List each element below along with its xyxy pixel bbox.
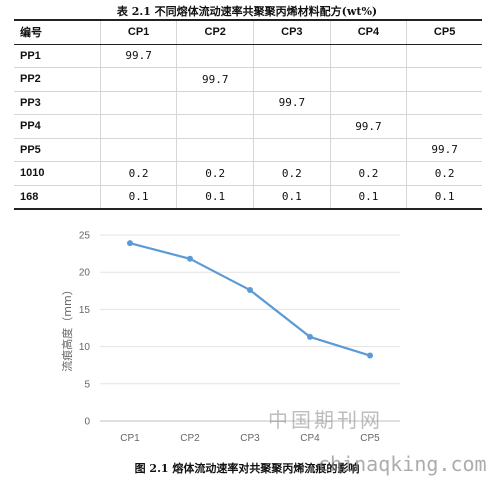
- column-header: CP4: [329, 19, 407, 45]
- table-cell: [253, 44, 331, 68]
- table-cell: [329, 67, 407, 92]
- row-name: PP3: [14, 91, 101, 115]
- formula-table: 编号 CP1 CP2 CP3 CP4 CP5 PP1 99.7 PP2 99.7…: [14, 19, 482, 210]
- table-cell: [406, 91, 482, 115]
- y-tick-label: 20: [79, 268, 91, 279]
- watermark-text: 中国期刊网: [268, 408, 383, 432]
- table-cell: 99.7: [406, 138, 482, 162]
- table-cell: [176, 91, 254, 115]
- data-point: [187, 255, 193, 262]
- x-tick-label: CP5: [360, 433, 380, 444]
- figure-caption: 图 2.1 熔体流动速率对共聚聚丙烯流痕的影响: [134, 462, 360, 475]
- table-cell: [329, 44, 407, 68]
- table-row: PP3 99.7: [14, 91, 482, 115]
- x-tick-label: CP1: [120, 433, 140, 444]
- table-row: 168 0.1 0.1 0.1 0.1 0.1: [14, 185, 482, 210]
- table-cell: [329, 91, 407, 115]
- column-header: CP1: [99, 19, 177, 45]
- table-cell: [406, 114, 482, 139]
- column-header: CP2: [176, 19, 254, 45]
- x-tick-label: CP3: [240, 433, 260, 444]
- line-chart-svg: 0 5 10 15 20 25 CP1 CP2 CP3 CP4 CP5 流痕高度（mm）: [60, 231, 400, 444]
- data-point: [367, 352, 373, 359]
- column-header: 编号: [14, 19, 101, 45]
- table-cell: [176, 138, 254, 162]
- row-name: PP1: [14, 44, 101, 68]
- row-name: PP4: [14, 114, 101, 139]
- table-cell: 99.7: [176, 67, 254, 92]
- table-row: PP4 99.7: [14, 114, 482, 139]
- y-tick-label: 0: [84, 417, 90, 428]
- table-cell: [99, 114, 177, 139]
- table-cell: [99, 67, 177, 92]
- table-cell: 99.7: [99, 44, 177, 68]
- y-tick-label: 25: [79, 231, 91, 242]
- data-point: [247, 287, 253, 294]
- table-cell: [253, 114, 331, 139]
- x-tick-label: CP4: [300, 433, 320, 444]
- table-cell: 99.7: [329, 114, 407, 139]
- table-cell: 99.7: [253, 91, 331, 115]
- table-cell: 0.2: [253, 161, 331, 186]
- table-cell: [99, 138, 177, 162]
- table-cell: [99, 91, 177, 115]
- watermark-url: chinaqking.com: [318, 452, 487, 476]
- line-chart: 0 5 10 15 20 25 CP1 CP2 CP3 CP4 CP5 流痕高度（mm）: [55, 223, 440, 463]
- table-row: PP1 99.7: [14, 44, 482, 68]
- table-cell: 0.1: [329, 185, 407, 210]
- table-cell: [176, 44, 254, 68]
- table-cell: [406, 44, 482, 68]
- y-axis-label: 流痕高度（mm）: [60, 284, 74, 371]
- y-tick-label: 5: [84, 379, 90, 390]
- table-caption: 表 2.1 不同熔体流动速率共聚聚丙烯材料配方(wt%): [116, 5, 378, 18]
- row-name: PP5: [14, 138, 101, 162]
- table-row: PP2 99.7: [14, 67, 482, 92]
- table-cell: [176, 114, 254, 139]
- table-cell: 0.1: [406, 185, 482, 210]
- series-line: [129, 242, 371, 357]
- column-header: CP5: [406, 19, 482, 45]
- table-cell: 0.2: [176, 161, 254, 186]
- table-cell: 0.2: [406, 161, 482, 186]
- table-cell: [329, 138, 407, 162]
- y-tick-label: 15: [79, 305, 91, 316]
- table-cell: 0.2: [99, 161, 177, 186]
- y-tick-label: 10: [79, 342, 91, 353]
- table-cell: [406, 67, 482, 92]
- table-cell: 0.1: [99, 185, 177, 210]
- table-header-row: 编号 CP1 CP2 CP3 CP4 CP5: [14, 19, 482, 45]
- table-cell: 0.1: [253, 185, 331, 210]
- table-cell: [253, 67, 331, 92]
- table-cell: [253, 138, 331, 162]
- table-cell: 0.2: [329, 161, 407, 186]
- row-name: 168: [14, 185, 101, 210]
- row-name: PP2: [14, 67, 101, 92]
- table-row: PP5 99.7: [14, 138, 482, 162]
- row-name: 1010: [14, 161, 101, 186]
- x-tick-label: CP2: [180, 433, 200, 444]
- data-point: [127, 240, 133, 247]
- table-row: 1010 0.2 0.2 0.2 0.2 0.2: [14, 161, 482, 186]
- column-header: CP3: [253, 19, 331, 45]
- table-cell: 0.1: [176, 185, 254, 210]
- data-point: [307, 333, 313, 340]
